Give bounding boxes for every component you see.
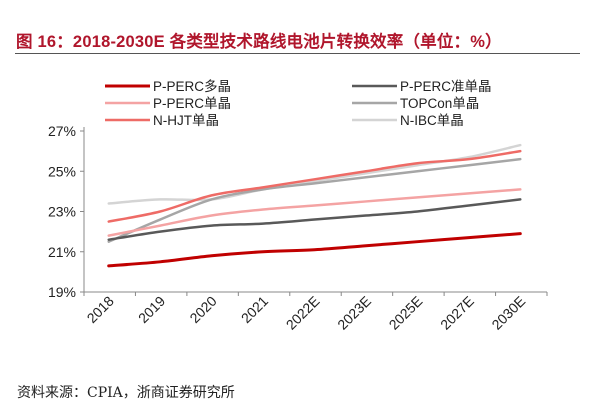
x-tick-label: 2027E <box>437 293 477 333</box>
legend-label: P-PERC多晶 <box>153 78 231 94</box>
source-note: 资料来源：CPIA，浙商证券研究所 <box>17 385 235 401</box>
x-tick-label: 2019 <box>135 293 168 326</box>
legend-item: P-PERC单晶 <box>105 96 231 111</box>
y-tick-label: 19% <box>48 284 76 300</box>
y-tick-label: 25% <box>48 163 76 179</box>
legend-label: N-IBC单晶 <box>400 113 464 128</box>
legend-label: P-PERC准单晶 <box>400 79 492 94</box>
legend-item: N-IBC单晶 <box>352 113 464 128</box>
x-tick-label: 2018 <box>83 293 116 326</box>
series-line-0 <box>107 232 522 268</box>
series-line-4 <box>107 149 522 223</box>
legend-label: N-HJT单晶 <box>153 113 219 128</box>
x-tick-label: 2021 <box>238 293 271 326</box>
legend-item: N-HJT单晶 <box>105 113 219 128</box>
legend-label: P-PERC单晶 <box>153 96 231 111</box>
chart-title: 图 16：2018-2030E 各类型技术路线电池片转换效率（单位：%） <box>16 33 502 51</box>
y-tick-label: 21% <box>48 244 76 260</box>
x-tick-label: 2022E <box>283 293 323 333</box>
x-tick-label: 2020 <box>186 293 219 326</box>
x-tick-label: 2023E <box>334 293 374 333</box>
y-tick-label: 23% <box>48 204 76 220</box>
title-divider <box>15 53 580 54</box>
legend-item: P-PERC多晶 <box>105 78 231 94</box>
series-line-2 <box>107 188 522 237</box>
y-tick-label: 27% <box>48 123 76 139</box>
x-tick-label: 2030E <box>488 293 528 333</box>
legend-item: TOPCon单晶 <box>352 96 479 111</box>
series-line-1 <box>107 198 522 241</box>
series-line-3 <box>107 157 522 243</box>
legend-item: P-PERC准单晶 <box>352 79 492 94</box>
x-tick-label: 2025E <box>386 293 426 333</box>
legend-label: TOPCon单晶 <box>400 96 479 111</box>
